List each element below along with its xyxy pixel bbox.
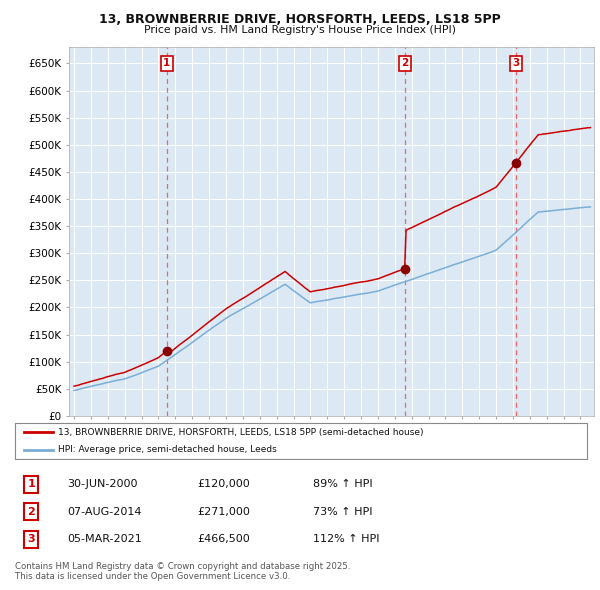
Text: 05-MAR-2021: 05-MAR-2021	[67, 535, 142, 544]
Text: 73% ↑ HPI: 73% ↑ HPI	[313, 507, 373, 517]
Text: £466,500: £466,500	[197, 535, 250, 544]
Text: Price paid vs. HM Land Registry's House Price Index (HPI): Price paid vs. HM Land Registry's House …	[144, 25, 456, 35]
Text: 13, BROWNBERRIE DRIVE, HORSFORTH, LEEDS, LS18 5PP (semi-detached house): 13, BROWNBERRIE DRIVE, HORSFORTH, LEEDS,…	[58, 428, 424, 437]
Text: HPI: Average price, semi-detached house, Leeds: HPI: Average price, semi-detached house,…	[58, 445, 277, 454]
Text: 2: 2	[27, 507, 35, 517]
Text: 30-JUN-2000: 30-JUN-2000	[67, 480, 137, 489]
FancyBboxPatch shape	[15, 424, 587, 458]
Text: £120,000: £120,000	[197, 480, 250, 489]
Text: 07-AUG-2014: 07-AUG-2014	[67, 507, 142, 517]
Text: 13, BROWNBERRIE DRIVE, HORSFORTH, LEEDS, LS18 5PP: 13, BROWNBERRIE DRIVE, HORSFORTH, LEEDS,…	[99, 13, 501, 26]
Text: 2: 2	[401, 58, 409, 68]
Text: 3: 3	[512, 58, 520, 68]
Text: 1: 1	[27, 480, 35, 489]
Text: 1: 1	[163, 58, 170, 68]
Text: 112% ↑ HPI: 112% ↑ HPI	[313, 535, 380, 544]
Text: Contains HM Land Registry data © Crown copyright and database right 2025.
This d: Contains HM Land Registry data © Crown c…	[15, 562, 350, 581]
Text: 3: 3	[27, 535, 35, 544]
Text: £271,000: £271,000	[197, 507, 250, 517]
Text: 89% ↑ HPI: 89% ↑ HPI	[313, 480, 373, 489]
